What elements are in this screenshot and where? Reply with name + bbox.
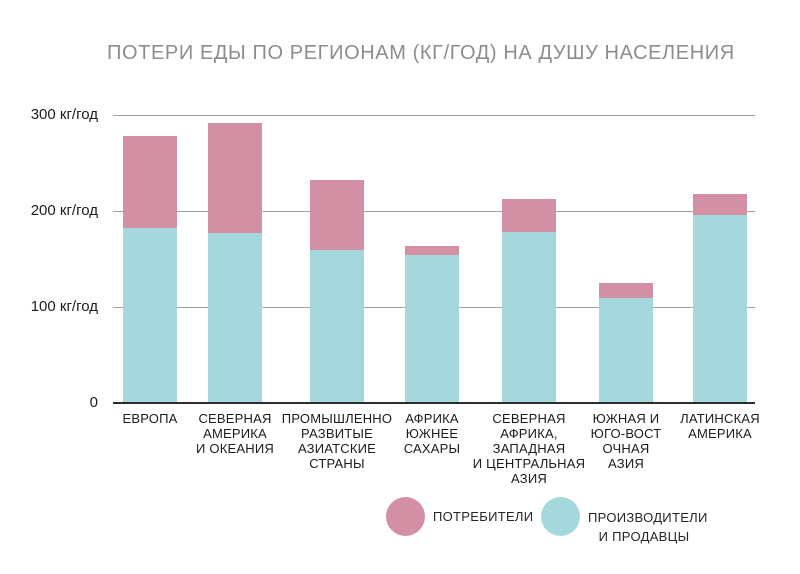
legend-label-consumers: ПОТРЕБИТЕЛИ xyxy=(433,509,534,524)
x-axis-category-label: ЮЖНАЯ И ЮГО-ВОСТ ОЧНАЯ АЗИЯ xyxy=(590,411,662,471)
x-axis-category-label: СЕВЕРНАЯ АФРИКА, ЗАПАДНАЯ И ЦЕНТРАЛЬНАЯ … xyxy=(472,411,586,486)
bar-segment-producers xyxy=(599,298,653,403)
x-axis-category-label: СЕВЕРНАЯ АМЕРИКА И ОКЕАНИЯ xyxy=(196,411,274,456)
bar-segment-producers xyxy=(208,233,262,403)
legend-label-producers: ПРОИЗВОДИТЕЛИ И ПРОДАВЦЫ xyxy=(588,510,708,544)
bar-segment-consumers xyxy=(405,245,459,256)
y-tick-label-300: 300 кг/год xyxy=(30,106,98,123)
legend-swatch-producers-icon xyxy=(541,497,580,536)
bar-segment-consumers xyxy=(310,180,364,251)
bar-segment-consumers xyxy=(123,136,177,229)
legend-swatch-consumers-icon xyxy=(386,497,425,536)
bar-segment-consumers xyxy=(208,122,262,234)
y-tick-label-200: 200 кг/год xyxy=(30,202,98,219)
bar-segment-producers xyxy=(123,228,177,403)
gridline-300 xyxy=(113,115,755,116)
bar-segment-consumers xyxy=(599,283,653,299)
y-tick-label-0: 0 xyxy=(89,394,98,411)
x-axis-category-label: ЛАТИНСКАЯ АМЕРИКА xyxy=(680,411,760,441)
bar-segment-producers xyxy=(405,255,459,403)
gridline-200 xyxy=(113,211,755,212)
y-tick-label-100: 100 кг/год xyxy=(30,298,98,315)
x-axis-line xyxy=(113,402,755,404)
x-axis-category-label: АФРИКА ЮЖНЕЕ САХАРЫ xyxy=(403,411,461,456)
bar-segment-producers xyxy=(693,214,747,403)
x-axis-category-label: ПРОМЫШЛЕННО РАЗВИТЫЕ АЗИАТСКИЕ СТРАНЫ xyxy=(281,411,393,471)
x-axis-category-label: ЕВРОПА xyxy=(122,411,178,426)
chart-title: ПОТЕРИ ЕДЫ ПО РЕГИОНАМ (КГ/ГОД) НА ДУШУ … xyxy=(107,42,735,64)
bar-segment-consumers xyxy=(693,193,747,215)
bar-segment-producers xyxy=(310,250,364,403)
bar-segment-consumers xyxy=(502,199,556,233)
bar-segment-producers xyxy=(502,232,556,403)
